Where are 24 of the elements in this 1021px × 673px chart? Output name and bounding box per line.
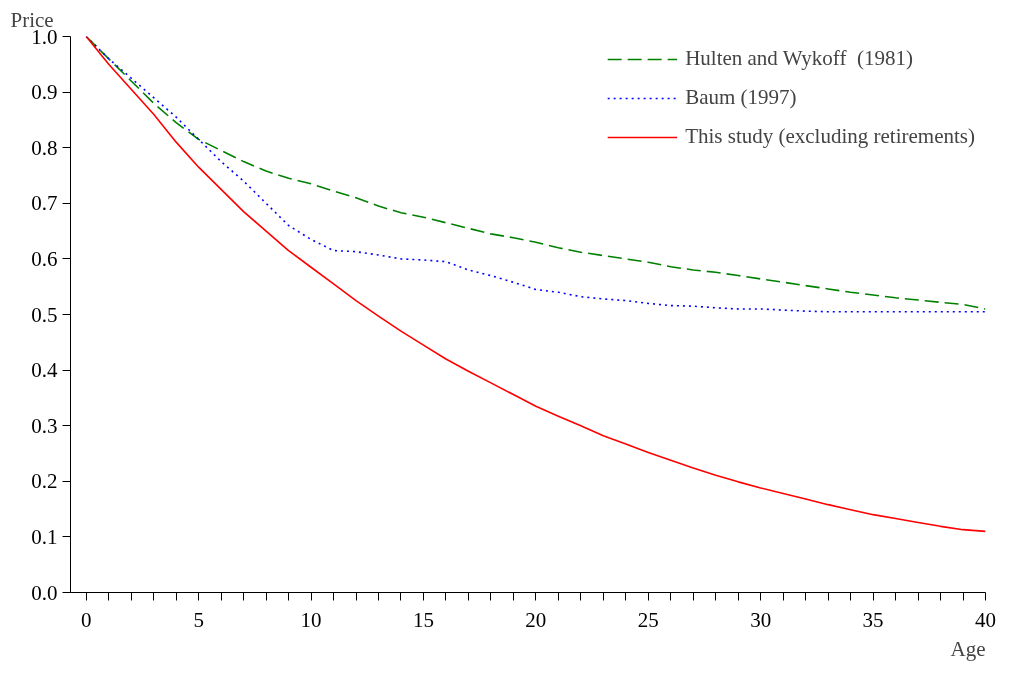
x-tick-label: 30 [750, 607, 772, 632]
y-tick-label: 0.4 [31, 358, 58, 383]
x-tick-label: 0 [80, 607, 92, 632]
y-tick-label: 0.8 [31, 135, 58, 160]
y-tick-label: 0.3 [31, 413, 58, 438]
y-tick-label: 0.6 [31, 246, 58, 271]
legend-label: Baum (1997) [685, 85, 797, 110]
line-series [85, 36, 986, 533]
legend-label: Hulten and Wykoff (1981) [685, 46, 913, 71]
x-tick-label: 25 [637, 607, 659, 632]
y-tick-label: 0.9 [31, 80, 58, 105]
x-tick-label: 20 [525, 607, 547, 632]
legend-label: This study (excluding retirements) [685, 124, 975, 149]
x-tick-label: 10 [300, 607, 322, 632]
x-tick-label: 35 [862, 607, 884, 632]
y-tick-label: 0.1 [31, 524, 58, 549]
x-tick-label: 40 [975, 607, 996, 632]
y-tick-label: 0.0 [31, 580, 58, 605]
x-tick-label: 15 [412, 607, 434, 632]
y-tick-label: 0.5 [31, 302, 58, 327]
x-axis-title: Age [950, 636, 986, 661]
y-tick-label: 0.2 [31, 469, 58, 494]
x-tick-label: 5 [193, 607, 204, 632]
y-tick-label: 0.7 [31, 191, 58, 216]
